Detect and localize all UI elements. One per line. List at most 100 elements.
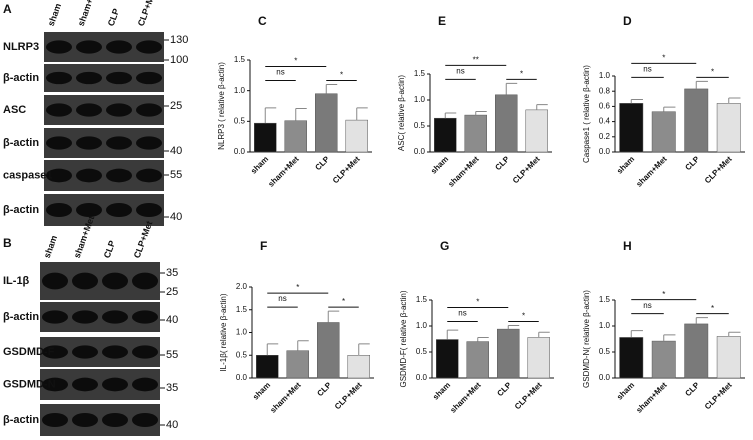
x-tick-label: CLP [683,154,701,172]
marker-label: 25 [166,286,178,298]
error-bar [728,331,741,337]
error-bar [297,340,309,351]
y-tick-label: 0.0 [599,373,611,382]
panel-letter: A [3,2,12,16]
sig-label: ns [276,68,284,77]
error-bar [356,107,368,121]
x-tick-label: CLP [493,154,511,172]
blot-band [42,345,68,359]
blot-band [76,71,102,85]
y-tick-label: 1.5 [236,305,248,314]
blot-band [106,136,132,150]
bar [345,119,368,153]
blot-band [42,272,68,290]
sig-label: * [296,283,299,292]
sig-label: * [342,297,345,306]
y-tick-label: 1.0 [236,328,248,337]
y-tick-label: 0.6 [599,102,611,111]
error-bar [536,104,548,110]
bar [651,111,676,153]
sig-label: * [522,312,525,321]
x-tick-label: CLP+Met [331,154,362,185]
error-bar [475,110,487,116]
blot-band [46,136,72,150]
bar [464,114,487,153]
bar [619,337,644,379]
y-tick-label: 0.0 [234,147,246,156]
error-bar [477,336,489,342]
y-tick-label: 0.5 [599,347,611,356]
blot-band [102,310,128,324]
blot-band [102,272,128,290]
error-bar [446,329,459,340]
y-axis-label: ASC( relative β-actin) [397,75,406,152]
panel-letter: F [260,239,267,253]
error-bar [264,107,277,124]
x-tick-label: sham [431,381,452,402]
blot-band [136,71,162,85]
x-tick-label: sham [615,155,636,176]
y-tick-label: 1.5 [234,55,246,64]
marker-label: 35 [166,382,178,394]
x-tick-label: sham+Met [448,380,482,414]
bar [495,94,518,153]
bar [256,355,279,379]
error-bar [728,97,741,104]
y-tick-label: 1.0 [599,71,611,80]
blot-band [106,168,132,183]
marker-label: 40 [170,211,182,223]
blot-band [102,377,128,392]
sig-label: * [711,304,714,313]
lane-label: CLP [106,7,122,27]
y-tick-label: 0.5 [236,350,248,359]
row-label: IL-1β [3,275,30,287]
blot-band [42,377,68,392]
blot-band [72,377,98,392]
marker-label: 55 [166,349,178,361]
marker-label: 25 [170,100,182,112]
bar [684,88,709,153]
bar [254,122,277,153]
y-tick-label: 1.5 [414,69,426,78]
row-label: GSDMD-F [3,346,55,358]
row-label: β-actin [3,137,39,149]
bar [684,323,709,379]
y-tick-label: 0.2 [599,132,611,141]
y-tick-label: 0.0 [416,373,428,382]
y-tick-label: 0.0 [236,373,248,382]
blot-band [76,168,102,183]
y-tick-label: 0.0 [599,147,611,156]
blot-band [76,136,102,150]
x-tick-label: sham+Met [268,380,302,414]
blot-band [132,310,158,324]
panel-letter: C [258,14,267,28]
row-label: GSDMD-N [3,378,56,390]
x-tick-label: sham+Met [446,154,480,188]
y-tick-label: 0.8 [599,86,611,95]
x-tick-label: sham+Met [266,154,300,188]
x-tick-label: CLP+Met [703,154,734,185]
y-tick-label: 1.0 [414,95,426,104]
error-bar [695,317,708,324]
row-label: caspase1 [3,169,53,181]
blot-band [42,412,68,428]
bar [317,322,340,379]
bar [315,93,338,153]
error-bar [358,343,370,356]
row-label: β-actin [3,204,39,216]
blot-band [136,168,162,183]
y-tick-label: 1.5 [416,295,428,304]
x-tick-label: CLP+Met [513,380,544,411]
blot-band [76,103,102,117]
sig-label: * [662,290,665,299]
y-axis-label: GSDMD-F( relative β-actin) [399,290,408,387]
y-tick-label: 0.5 [414,121,426,130]
x-tick-label: CLP+Met [511,154,542,185]
blot-band [106,40,132,54]
panel-letter: B [3,236,12,250]
marker-label: 40 [170,145,182,157]
y-tick-label: 0.5 [234,116,246,125]
x-tick-label: CLP [315,380,333,398]
panel-letter: H [623,239,632,253]
error-bar [538,331,550,338]
